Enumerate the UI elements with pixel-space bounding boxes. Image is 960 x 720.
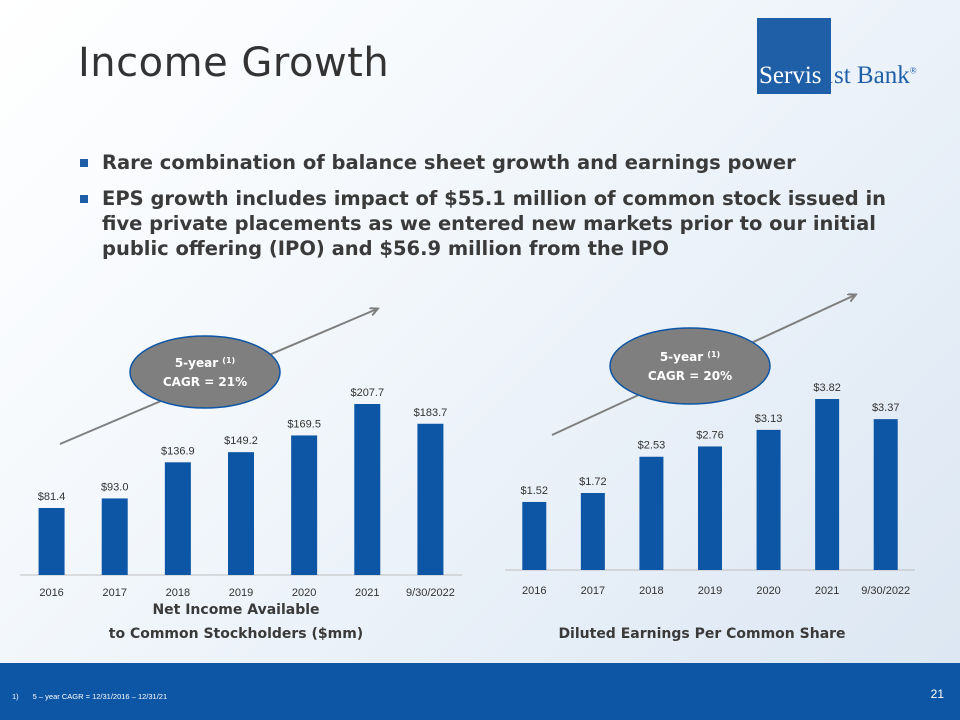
chart-title: Diluted Earnings Per Common Share	[558, 626, 845, 642]
tick-label: 9/30/2022	[406, 587, 455, 599]
data-label: $183.7	[414, 407, 448, 419]
bullet-item: EPS growth includes impact of $55.1 mill…	[80, 186, 900, 261]
data-label: $1.72	[579, 476, 607, 488]
logo-servis: Servis	[759, 62, 822, 89]
data-label: $93.0	[101, 481, 129, 493]
bar	[580, 493, 605, 570]
logo-registered: ®	[909, 65, 917, 76]
cagr-badge	[609, 327, 771, 405]
data-label: $3.82	[813, 382, 841, 394]
data-label: $2.76	[696, 429, 724, 441]
cagr-line-2: CAGR = 20%	[648, 369, 732, 383]
bullet-text: EPS growth includes impact of $55.1 mill…	[102, 187, 887, 260]
data-label: $149.2	[224, 435, 258, 447]
tick-label: 2019	[229, 587, 253, 599]
bar	[228, 452, 254, 575]
bullet-square-icon	[80, 159, 88, 167]
page-number: 21	[930, 687, 944, 701]
bullet-text: Rare combination of balance sheet growth…	[102, 151, 796, 174]
cagr-line-1: 5-year (1)	[660, 350, 720, 364]
data-label: $2.53	[638, 440, 666, 452]
bar	[698, 446, 722, 570]
cagr-line-2: CAGR = 21%	[163, 375, 247, 389]
page-title: Income Growth	[78, 40, 390, 86]
chart-title: Net Income Available	[152, 602, 319, 618]
tick-label: 9/30/2022	[861, 585, 910, 597]
tick-label: 2018	[166, 587, 190, 599]
logo-first-bank: 1st Bank	[821, 62, 910, 89]
footnote-text: 5 – year CAGR = 12/31/2016 – 12/31/21	[32, 692, 168, 701]
bullet-square-icon	[80, 195, 88, 203]
cagr-badge	[129, 335, 281, 409]
brand-logo: Servis1st Bank®	[757, 18, 947, 94]
tick-label: 2017	[102, 587, 126, 599]
bar	[101, 498, 128, 575]
cagr-footnote-marker: (1)	[222, 356, 235, 365]
tick-label: 2017	[581, 585, 605, 597]
tick-label: 2016	[39, 587, 63, 599]
data-label: $207.7	[350, 387, 384, 399]
bullet-list: Rare combination of balance sheet growth…	[80, 150, 900, 272]
cagr-footnote-marker: (1)	[707, 350, 720, 359]
bar	[756, 429, 781, 570]
tick-label: 2020	[292, 587, 316, 599]
logo-box	[757, 18, 831, 94]
footnote-number: 1)	[12, 692, 19, 701]
data-label: $1.52	[521, 485, 549, 497]
bar	[417, 423, 444, 575]
cagr-line-1: 5-year (1)	[175, 356, 235, 370]
data-label: $3.13	[755, 413, 783, 425]
footnote: 1) 5 – year CAGR = 12/31/2016 – 12/31/21	[12, 692, 167, 701]
bar	[639, 456, 664, 570]
tick-label: 2021	[815, 585, 839, 597]
bar	[522, 501, 547, 570]
tick-label: 2021	[355, 587, 379, 599]
charts-canvas: $81.4 2016 $93.0 2017 $136.9 2018 $149.2 2019 $1…	[20, 0, 915, 642]
data-label: $169.5	[287, 418, 321, 430]
bar	[815, 399, 840, 570]
footer-bar: 1) 5 – year CAGR = 12/31/2016 – 12/31/21 …	[0, 663, 960, 720]
tick-label: 2018	[639, 585, 663, 597]
tick-label: 2019	[698, 585, 722, 597]
tick-label: 2016	[522, 585, 546, 597]
tick-label: 2020	[756, 585, 780, 597]
bar	[164, 462, 191, 575]
logo-text: Servis1st Bank®	[759, 62, 917, 90]
data-label: $136.9	[161, 445, 195, 457]
bar	[291, 435, 318, 575]
bullet-item: Rare combination of balance sheet growth…	[80, 150, 900, 175]
data-label: $81.4	[38, 491, 66, 503]
data-label: $3.37	[872, 402, 900, 414]
chart-title: to Common Stockholders ($mm)	[109, 626, 363, 642]
bar	[38, 507, 65, 575]
bar	[873, 419, 898, 570]
bar	[354, 404, 381, 575]
